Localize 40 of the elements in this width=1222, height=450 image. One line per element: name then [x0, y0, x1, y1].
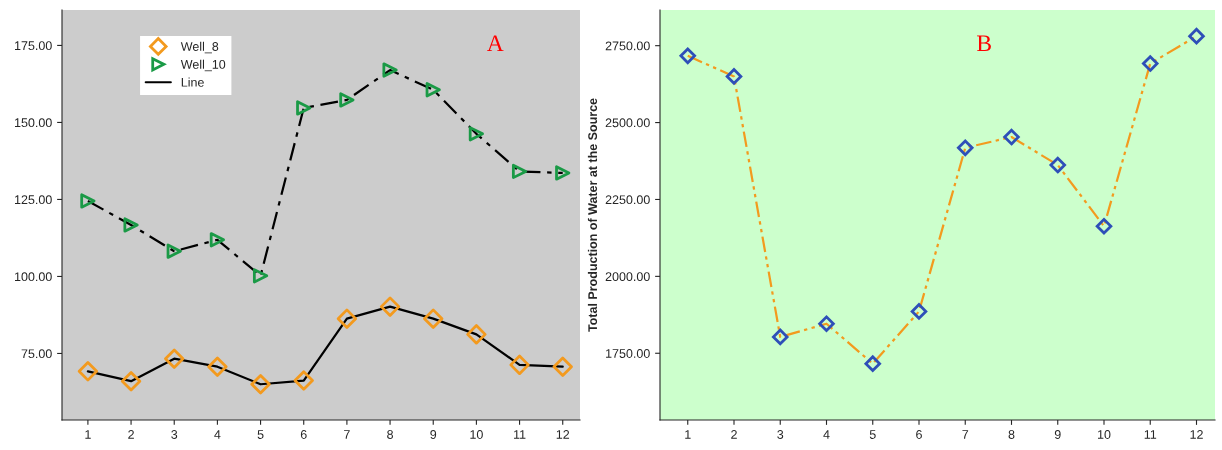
x-tick-label: 8 — [387, 430, 393, 439]
x-tick-label: 11 — [514, 430, 526, 439]
x-tick-label: 5 — [869, 430, 876, 439]
x-tick-label: 1 — [85, 430, 91, 439]
x-tick-label: 3 — [171, 430, 178, 439]
annotation: B — [977, 35, 991, 52]
y-tick-label: 1750.00 — [606, 349, 650, 358]
legend-label: Well_10 — [180, 59, 226, 72]
x-tick-label: 10 — [470, 430, 483, 439]
y-tick-label: 100.00 — [15, 272, 52, 282]
x-tick-label: 9 — [430, 430, 437, 439]
y-tick-label: 2750.00 — [605, 41, 650, 51]
x-tick-label: 2 — [731, 430, 737, 439]
y-axis-title: Total Production of Water at the Source — [587, 98, 598, 332]
y-tick-label: 150.00 — [15, 118, 52, 128]
x-tick-label: 7 — [344, 430, 350, 439]
x-tick-label: 9 — [1054, 430, 1061, 439]
x-tick-label: 4 — [214, 430, 221, 439]
x-tick-label: 8 — [1008, 430, 1015, 439]
legend-label: Line — [181, 77, 204, 87]
legend-label: Well_8 — [180, 41, 219, 54]
x-tick-label: 12 — [1190, 430, 1203, 439]
x-tick-label: 6 — [916, 430, 922, 439]
x-tick-label: 11 — [1144, 430, 1157, 439]
x-tick-label: 3 — [777, 430, 784, 439]
x-tick-label: 7 — [962, 430, 969, 439]
x-tick-label: 10 — [1098, 430, 1111, 439]
x-tick-label: 1 — [685, 430, 691, 439]
x-tick-label: 4 — [823, 430, 830, 439]
y-tick-label: 2250.00 — [605, 195, 650, 205]
annotation: A — [486, 35, 504, 51]
y-tick-label: 2500.00 — [605, 118, 650, 128]
x-tick-label: 6 — [300, 430, 307, 439]
x-tick-label: 5 — [257, 430, 264, 439]
y-tick-label: 75.00 — [21, 349, 52, 359]
x-tick-label: 2 — [128, 430, 134, 439]
x-tick-label: 12 — [556, 430, 570, 439]
y-tick-label: 175.00 — [15, 41, 52, 51]
y-tick-label: 2000.00 — [605, 272, 650, 282]
y-tick-label: 125.00 — [15, 195, 52, 205]
